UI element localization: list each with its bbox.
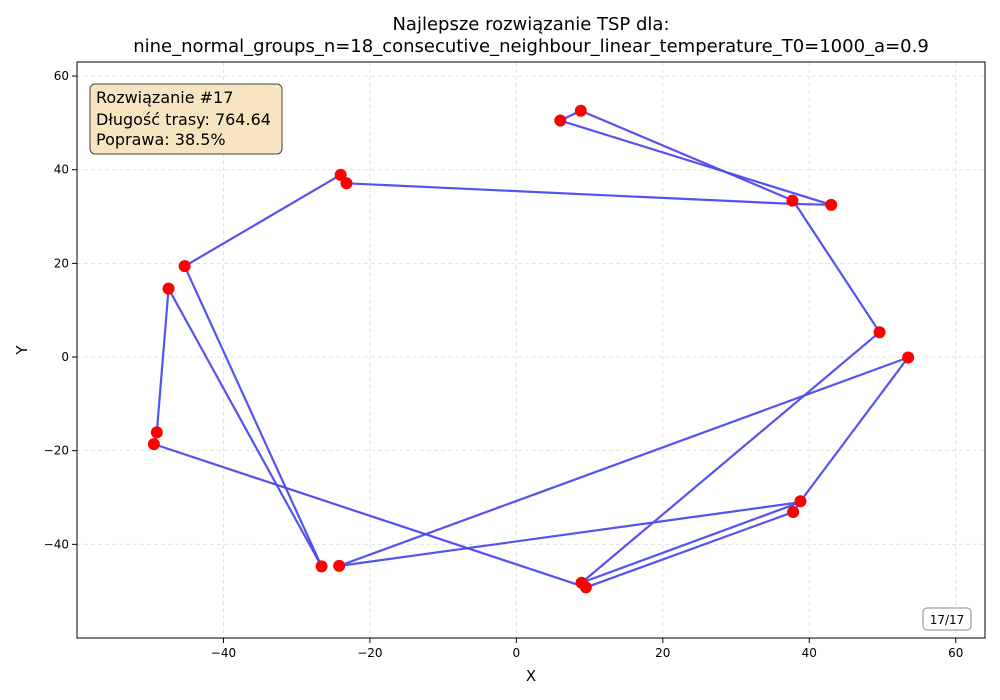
route-segment [584,510,795,589]
info-solution-number: Rozwiązanie #17 [96,88,233,107]
city-point [315,560,328,573]
y-tick-label: 20 [54,256,69,270]
chart-title-line-1: Najlepsze rozwiązanie TSP dla: [392,14,669,35]
city-point [554,114,567,127]
chart-title-line-2: nine_normal_groups_n=18_consecutive_neig… [133,36,929,57]
city-point [162,282,175,295]
info-box-background [89,83,283,155]
city-point [825,198,838,211]
x-tick-label: −20 [357,646,382,660]
x-tick-label: 0 [513,646,521,660]
city-point [333,559,346,572]
route-segment [345,182,794,205]
x-tick-label: 40 [802,646,817,660]
city-point [794,495,807,508]
city-point [873,326,886,339]
solution-counter-badge: 17/17 [922,607,972,631]
counter-background [922,607,972,631]
route-segment [580,331,881,584]
city-point [574,104,587,117]
y-axis-ticks: −40 −20 0 20 40 60 [44,69,77,551]
route-segment [580,501,802,584]
city-point [150,426,163,439]
x-tick-label: 60 [948,646,963,660]
route-segment [559,119,833,206]
route-segment [183,265,323,568]
route-segment [792,199,881,334]
route-segment [579,109,795,202]
y-tick-label: 40 [54,163,69,177]
x-axis-label: X [526,667,536,685]
route-segment [338,356,910,567]
info-route-length: Długość trasy: 764.64 [96,110,271,129]
route-segment [152,443,588,589]
y-tick-label: 60 [54,69,69,83]
info-box: Rozwiązanie #17 Długość trasy: 764.64 Po… [89,83,283,155]
plot-frame [76,61,986,639]
route-segment [338,501,802,567]
route-segment [155,287,170,434]
route-segment [791,202,833,206]
x-tick-label: 20 [655,646,670,660]
solution-counter: 17/17 [930,613,965,627]
x-tick-label: −40 [211,646,236,660]
city-point [340,177,353,190]
city-points [147,104,915,594]
route-segment [167,287,323,568]
y-axis-label: Y [13,345,31,356]
city-point [787,506,800,519]
y-tick-label: −40 [44,537,69,551]
city-point [178,260,191,273]
y-tick-label: −20 [44,444,69,458]
city-point [786,194,799,207]
info-improvement: Poprawa: 38.5% [96,130,226,149]
city-point [902,351,915,364]
city-point [147,438,160,451]
route-segment [799,356,910,503]
y-tick-label: 0 [61,350,69,364]
x-axis-ticks: −40 −20 0 20 40 60 [211,638,963,660]
route-segment [183,173,342,268]
city-point [334,168,347,181]
city-point [579,581,592,594]
